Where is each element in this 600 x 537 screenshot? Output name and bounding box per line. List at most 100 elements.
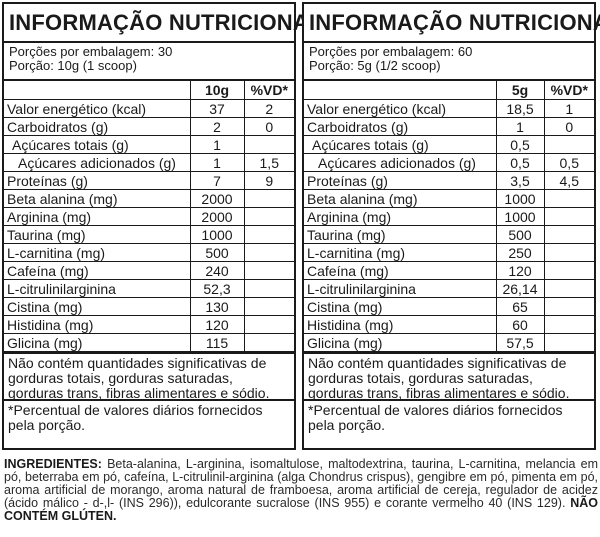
nutrient-name: Cistina (mg) [4, 297, 191, 316]
not-significant-note: Não contém quantidades significativas de… [304, 352, 594, 401]
nutrient-name: Cafeína (mg) [4, 261, 191, 280]
nutrient-row: Histidina (mg) 60 [304, 315, 594, 334]
nutrient-amount: 240 [189, 261, 245, 280]
nutrient-vd: 1 [543, 99, 594, 118]
nutrient-vd: 9 [243, 171, 294, 190]
nutrient-row: L-citrulinilarginina 26,14 [304, 279, 594, 298]
nutrient-row: Açúcares adicionados (g) 1 1,5 [4, 153, 294, 172]
nutrient-vd [543, 333, 594, 352]
nutrient-name: Taurina (mg) [304, 225, 497, 244]
nutrient-vd: 0 [543, 117, 594, 136]
nutrient-row: Beta alanina (mg) 2000 [4, 189, 294, 208]
serving-size: Porção: 5g (1/2 scoop) [309, 58, 441, 73]
nutrient-vd [543, 297, 594, 316]
nutrient-name: Proteínas (g) [4, 171, 191, 190]
nutrient-amount: 1000 [495, 189, 545, 208]
nutrient-vd [243, 333, 294, 352]
header-amount: 10g [189, 81, 245, 100]
nutrient-name: L-citrulinilarginina [4, 279, 191, 298]
nutrient-vd [543, 243, 594, 262]
nutrient-row: Valor energético (kcal) 37 2 [4, 99, 294, 118]
nutrient-row: Valor energético (kcal) 18,5 1 [304, 99, 594, 118]
vd-footnote: *Percentual de valores diários fornecido… [304, 399, 594, 439]
panel-title: INFORMAÇÃO NUTRICIONAL [304, 4, 600, 43]
nutrient-name: Proteínas (g) [304, 171, 497, 190]
nutrient-vd [243, 189, 294, 208]
nutrient-row: Proteínas (g) 3,5 4,5 [304, 171, 594, 190]
nutrient-vd: 0,5 [543, 153, 594, 172]
panel-title: INFORMAÇÃO NUTRICIONAL [4, 4, 322, 43]
nutrient-name: Glicina (mg) [4, 333, 191, 352]
nutrient-row: Carboidratos (g) 2 0 [4, 117, 294, 136]
nutrient-row: Taurina (mg) 500 [304, 225, 594, 244]
nutrition-table: 5g %VD* Valor energético (kcal) 18,5 1 Carb… [304, 81, 594, 352]
nutrient-row: Açúcares totais (g) 0,5 [304, 135, 594, 154]
nutrient-vd [243, 225, 294, 244]
ingredients-list: INGREDIENTES: Beta-alanina, L-arginina, … [4, 458, 598, 523]
nutrient-name: L-carnitina (mg) [4, 243, 191, 262]
servings-per-package: Porções por embalagem: 60 [309, 44, 473, 59]
nutrient-row: Glicina (mg) 57,5 [304, 333, 594, 352]
nutrition-panel-right: INFORMAÇÃO NUTRICIONAL Porções por embal… [302, 2, 600, 450]
nutrient-name: Cafeína (mg) [304, 261, 497, 280]
ingredients-label: INGREDIENTES: [4, 457, 102, 471]
nutrition-rows: Valor energético (kcal) 18,5 1 Carboidratos… [304, 99, 594, 352]
nutrient-amount: 60 [495, 315, 545, 334]
nutrient-row: Taurina (mg) 1000 [4, 225, 294, 244]
serving-info: Porções por embalagem: 30 Porção: 10g (1… [4, 43, 294, 81]
nutrient-amount: 7 [189, 171, 245, 190]
nutrient-amount: 18,5 [495, 99, 545, 118]
nutrient-amount: 120 [189, 315, 245, 334]
nutrient-name: L-carnitina (mg) [304, 243, 497, 262]
nutrient-amount: 500 [495, 225, 545, 244]
nutrient-name: Beta alanina (mg) [304, 189, 497, 208]
nutrient-row: Açúcares adicionados (g) 0,5 0,5 [304, 153, 594, 172]
header-vd: %VD* [243, 81, 294, 100]
nutrient-name: Açúcares totais (g) [304, 135, 497, 154]
nutrient-row: Cafeína (mg) 240 [4, 261, 294, 280]
nutrient-amount: 1000 [189, 225, 245, 244]
nutrient-name: Arginina (mg) [4, 207, 191, 226]
nutrient-row: Histidina (mg) 120 [4, 315, 294, 334]
vd-footnote: *Percentual de valores diários fornecido… [4, 399, 294, 439]
nutrient-vd: 2 [243, 99, 294, 118]
nutrient-row: Glicina (mg) 115 [4, 333, 294, 352]
nutrient-row: Cistina (mg) 65 [304, 297, 594, 316]
nutrient-amount: 115 [189, 333, 245, 352]
nutrient-name: Valor energético (kcal) [304, 99, 497, 118]
nutrient-name: Glicina (mg) [304, 333, 497, 352]
nutrient-vd [243, 207, 294, 226]
nutrient-vd [243, 243, 294, 262]
nutrient-amount: 52,3 [189, 279, 245, 298]
nutrient-vd [543, 207, 594, 226]
serving-info: Porções por embalagem: 60 Porção: 5g (1/… [304, 43, 594, 81]
nutrient-vd: 1,5 [243, 153, 294, 172]
gluten-warning: NÃO CONTÉM GLÚTEN. [4, 496, 598, 523]
nutrient-row: L-carnitina (mg) 250 [304, 243, 594, 262]
nutrient-amount: 0,5 [495, 153, 545, 172]
nutrient-amount: 57,5 [495, 333, 545, 352]
nutrient-amount: 65 [495, 297, 545, 316]
header-amount: 5g [495, 81, 545, 100]
nutrient-name: Açúcares totais (g) [4, 135, 191, 154]
nutrient-row: L-citrulinilarginina 52,3 [4, 279, 294, 298]
not-significant-note: Não contém quantidades significativas de… [4, 352, 294, 401]
nutrient-name: Valor energético (kcal) [4, 99, 191, 118]
nutrient-row: Cistina (mg) 130 [4, 297, 294, 316]
nutrient-vd [243, 135, 294, 154]
nutrient-vd [543, 279, 594, 298]
nutrient-row: L-carnitina (mg) 500 [4, 243, 294, 262]
nutrient-row: Arginina (mg) 2000 [4, 207, 294, 226]
nutrient-amount: 1 [189, 135, 245, 154]
nutrient-name: L-citrulinilarginina [304, 279, 497, 298]
nutrient-vd [243, 261, 294, 280]
servings-per-package: Porções por embalagem: 30 [9, 44, 173, 59]
nutrient-amount: 500 [189, 243, 245, 262]
nutrient-vd [543, 225, 594, 244]
nutrition-panel-left: INFORMAÇÃO NUTRICIONAL Porções por embal… [2, 2, 322, 450]
nutrient-amount: 1 [495, 117, 545, 136]
ingredients-text: Beta-alanina, L-arginina, isomaltulose, … [4, 457, 598, 510]
nutrient-vd [543, 315, 594, 334]
nutrient-name: Taurina (mg) [4, 225, 191, 244]
nutrient-row: Cafeína (mg) 120 [304, 261, 594, 280]
